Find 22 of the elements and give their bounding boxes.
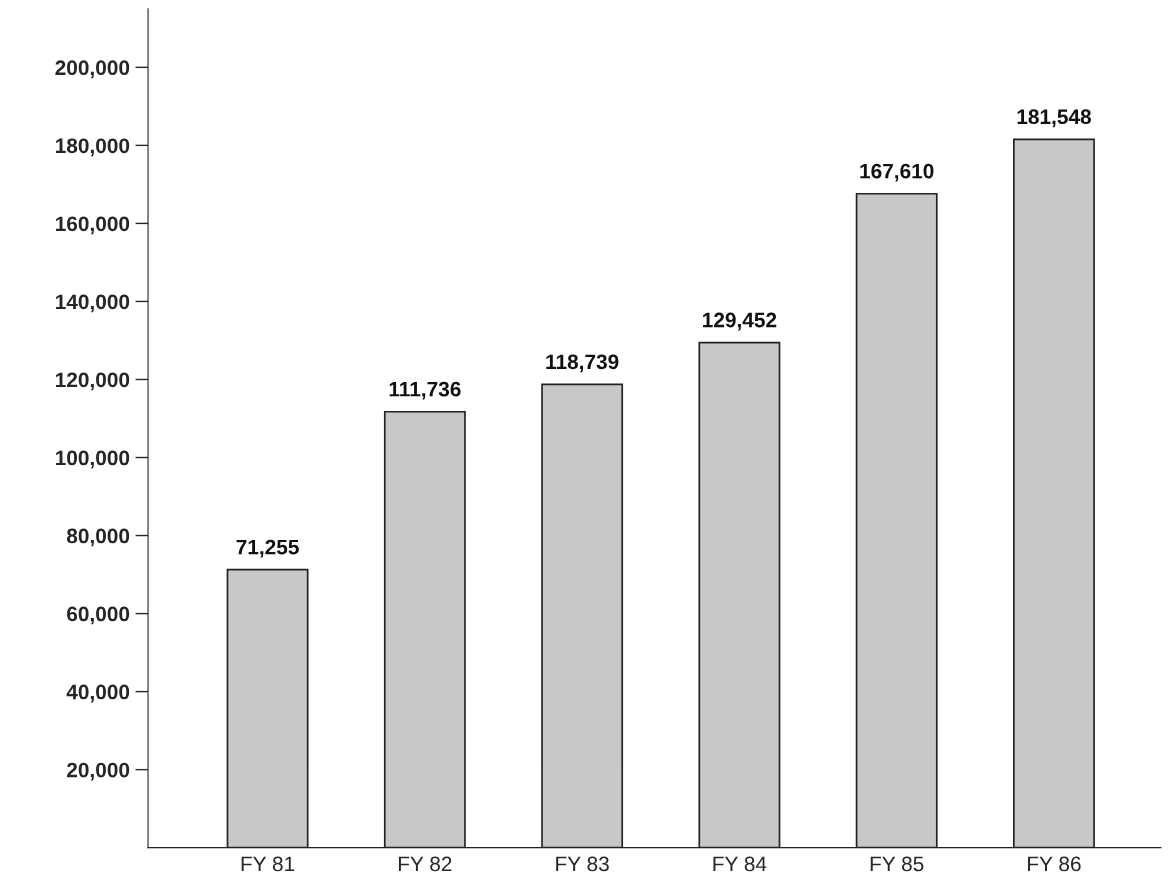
y-tick-label: 160,000 [56,216,130,235]
y-tick-label: 200,000 [55,60,130,79]
x-tick-label: FY 81 [241,856,295,872]
data-label: 111,736 [389,381,461,400]
data-label: 71,255 [236,539,299,558]
y-tick-label: 120,000 [56,372,130,391]
y-tick-label: 100,000 [56,450,130,469]
y-tick-label: 180,000 [56,138,130,157]
y-tick-label: 80,000 [66,528,130,547]
x-tick-label: FY 83 [556,856,609,872]
data-label: 167,610 [860,163,934,182]
y-tick-label: 140,000 [56,294,130,313]
y-tick-label: 40,000 [66,684,130,703]
y-tick-label: 60,000 [67,606,130,625]
y-tick-label: 20,000 [67,762,130,781]
x-tick-label: FY 84 [713,856,767,872]
x-tick-label: FY 85 [870,856,924,872]
x-tick-label: FY 86 [1028,856,1081,872]
data-label: 118,739 [546,354,619,373]
x-tick-label: FY 82 [398,856,452,872]
data-label: 181,548 [1017,109,1091,128]
data-label: 129,452 [703,312,777,331]
